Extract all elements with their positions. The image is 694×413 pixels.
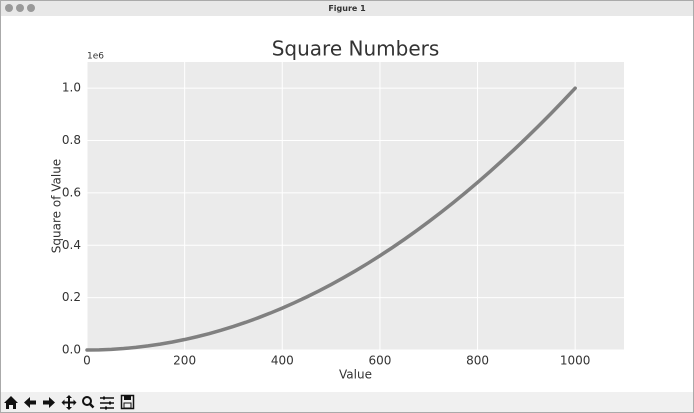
y-tick-label: 0.8 [62,133,81,147]
slider-knob [109,401,111,405]
data-line [85,86,577,352]
plot: 0.0 0.2 0.4 0.6 0.8 1.0 0 200 400 600 800 1000 Squar… [50,37,624,382]
y-tick-label: 0.4 [62,238,81,252]
y-tick-label: 0.2 [62,290,81,304]
y-tick-label: 0.6 [62,185,81,199]
back-button[interactable] [24,397,36,408]
y-tick-label: 1.0 [62,81,81,95]
y-axis-label: Square of Value [50,159,64,253]
zoom-tool-button[interactable] [82,396,92,406]
x-tick-label: 800 [466,354,489,368]
pan-button[interactable] [61,395,77,410]
chart-title: Square Numbers [272,37,440,61]
plot-area [87,62,624,350]
y-offset-label: 1e6 [87,52,104,62]
x-axis-label: Value [339,368,372,382]
title-bar [1,1,693,16]
toolbar-icons [4,394,135,410]
minimize-button[interactable] [16,4,24,12]
close-button[interactable] [5,4,13,12]
x-tick-label: 600 [368,354,391,368]
save-icon-part [124,396,131,400]
window-title: Figure 1 [328,4,366,13]
zoom-tool-handle [88,402,95,409]
toolbar [1,392,693,412]
slider-knob [103,396,105,400]
x-tick-label: 1000 [560,354,591,368]
y-tick-label: 0.0 [62,343,81,357]
zoom-button[interactable] [27,4,35,12]
x-tick-label: 400 [271,354,294,368]
forward-button[interactable] [43,397,55,408]
x-tick-label: 0 [83,354,91,368]
home-button[interactable] [4,396,18,409]
save-icon-part [123,402,132,409]
slider-knob [105,406,107,410]
x-tick-label: 200 [173,354,196,368]
